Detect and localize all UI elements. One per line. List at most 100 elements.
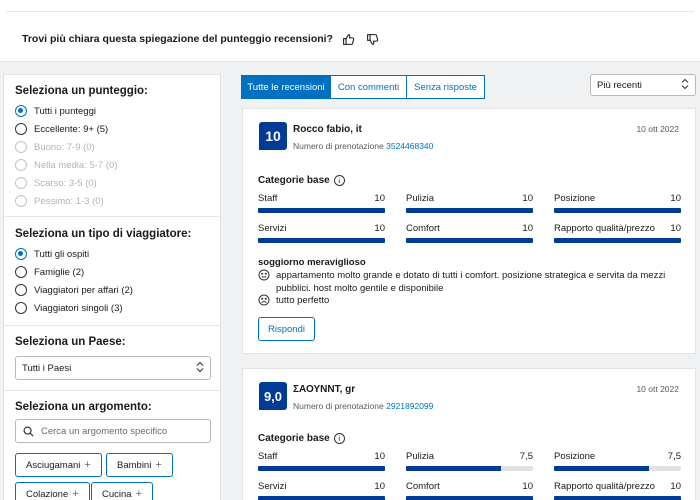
metric-value: 10 xyxy=(670,223,681,234)
country-select[interactable]: Tutti i Paesi xyxy=(15,356,211,380)
thumbs-up-icon[interactable] xyxy=(341,31,357,47)
radio-button[interactable] xyxy=(15,105,27,117)
metric-label: Rapporto qualità/prezzo xyxy=(554,223,655,234)
metric-bar-fill xyxy=(258,238,385,243)
country-filter: Seleziona un Paese: xyxy=(4,336,220,348)
search-icon xyxy=(23,426,34,437)
radio-button xyxy=(15,159,27,171)
metric-bar-fill xyxy=(258,466,385,471)
radio-button[interactable] xyxy=(15,123,27,135)
feedback-row: Trovi più chiara questa spiegazione del … xyxy=(22,31,381,47)
metric-value: 10 xyxy=(374,193,385,204)
metric-label: Comfort xyxy=(406,481,440,492)
metric-value: 10 xyxy=(374,223,385,234)
review-title: soggiorno meraviglioso xyxy=(258,257,366,268)
radio-button[interactable] xyxy=(15,266,27,278)
radio-option[interactable]: Viaggiatori per affari (2) xyxy=(4,281,220,299)
radio-button xyxy=(15,177,27,189)
radio-button xyxy=(15,141,27,153)
metric-bar-fill xyxy=(554,496,681,500)
metric-label: Rapporto qualità/prezzo xyxy=(554,481,655,492)
metric-label: Staff xyxy=(258,451,278,462)
topic-tag[interactable]: Bambini + xyxy=(106,453,173,477)
review-date: 10 ott 2022 xyxy=(636,124,679,134)
sort-select[interactable]: Più recenti xyxy=(590,74,696,96)
metric-bar xyxy=(554,208,681,213)
tab-without-replies[interactable]: Senza risposte xyxy=(406,75,485,99)
booking-number[interactable]: 3524468340 xyxy=(386,141,434,151)
tab-with-comments[interactable]: Con commenti xyxy=(330,75,407,99)
topic-tag-label: Cucina xyxy=(102,488,132,500)
radio-option[interactable]: Tutti i punteggi xyxy=(4,102,220,120)
topic-tag[interactable]: Asciugamani + xyxy=(15,453,102,477)
negative-comment-text: tutto perfetto xyxy=(276,295,330,306)
categories-title: Categorie base i xyxy=(258,433,345,444)
metric-bar xyxy=(258,466,385,471)
metric-bar-fill xyxy=(554,238,681,243)
radio-label: Tutti i punteggi xyxy=(34,105,96,117)
topic-tag-label: Bambini xyxy=(117,459,152,471)
radio-option: Buono: 7-9 (0) xyxy=(4,138,220,156)
metric-bar-fill xyxy=(406,496,533,500)
metric-value: 7,5 xyxy=(519,451,533,462)
score-badge: 10 xyxy=(259,122,287,150)
topic-search-placeholder: Cerca un argomento specifico xyxy=(41,425,168,437)
topic-tag[interactable]: Colazione + xyxy=(15,482,90,500)
chevron-updown-icon xyxy=(196,361,204,375)
categories-title-text: Categorie base xyxy=(258,175,330,186)
booking-label: Numero di prenotazione xyxy=(293,401,384,411)
positive-comment: appartamento molto grande e dotato di tu… xyxy=(258,269,688,295)
chevron-updown-icon xyxy=(681,78,689,92)
metric-value: 10 xyxy=(522,481,533,492)
info-icon[interactable]: i xyxy=(333,433,345,444)
smiley-face-icon xyxy=(258,269,271,295)
topic-search-input[interactable]: Cerca un argomento specifico xyxy=(15,419,211,443)
radio-option[interactable]: Eccellente: 9+ (5) xyxy=(4,120,220,138)
radio-button[interactable] xyxy=(15,284,27,296)
categories-title: Categorie base i xyxy=(258,175,345,186)
metric-value: 10 xyxy=(670,481,681,492)
radio-label: Famiglie (2) xyxy=(34,266,85,278)
metric-bar xyxy=(406,238,533,243)
traveler-options: Tutti gli ospiti Famiglie (2) Viaggiatori … xyxy=(4,245,220,317)
metric-label: Posizione xyxy=(554,451,596,462)
thumbs-down-icon[interactable] xyxy=(365,31,381,47)
plus-icon: + xyxy=(135,488,143,500)
info-icon[interactable]: i xyxy=(333,175,345,186)
metric-bar-fill xyxy=(554,208,681,213)
metric-bar xyxy=(554,466,681,471)
metric-bar-fill xyxy=(554,466,650,471)
radio-option[interactable]: Famiglie (2) xyxy=(4,263,220,281)
feedback-card: Trovi più chiara questa spiegazione del … xyxy=(0,0,700,62)
radio-button[interactable] xyxy=(15,248,27,260)
negative-comment: tutto perfetto xyxy=(258,294,688,310)
metric-label: Posizione xyxy=(554,193,596,204)
topic-filter: Seleziona un argomento: xyxy=(4,401,220,413)
review-card: 9,0 ΣΑΟΥΝΝΤ, gr Numero di prenotazione 2… xyxy=(242,368,696,500)
radio-label: Scarso: 3-5 (0) xyxy=(34,177,97,189)
tab-all-reviews[interactable]: Tutte le recensioni xyxy=(241,75,331,99)
metric-label: Pulizia xyxy=(406,451,434,462)
metric-value: 10 xyxy=(374,481,385,492)
metric-bar-fill xyxy=(406,208,533,213)
reply-button[interactable]: Rispondi xyxy=(258,317,315,341)
radio-option[interactable]: Viaggiatori singoli (3) xyxy=(4,299,220,317)
traveler-filter-title: Seleziona un tipo di viaggiatore: xyxy=(15,228,192,240)
metric-bar xyxy=(258,208,385,213)
filters-sidebar: Seleziona un punteggio: Tutti i punteggi… xyxy=(3,74,221,500)
radio-option[interactable]: Tutti gli ospiti xyxy=(4,245,220,263)
booking-number[interactable]: 2921892099 xyxy=(386,401,434,411)
topic-filter-title: Seleziona un argomento: xyxy=(15,401,152,413)
radio-option: Nella media: 5-7 (0) xyxy=(4,156,220,174)
metric-label: Staff xyxy=(258,193,278,204)
score-options: Tutti i punteggi Eccellente: 9+ (5) Buono:… xyxy=(4,102,220,210)
booking-label: Numero di prenotazione xyxy=(293,141,384,151)
metric-label: Pulizia xyxy=(406,193,434,204)
radio-label: Tutti gli ospiti xyxy=(34,248,90,260)
radio-button[interactable] xyxy=(15,302,27,314)
topic-tag[interactable]: Cucina + xyxy=(91,482,154,500)
radio-label: Eccellente: 9+ (5) xyxy=(34,123,109,135)
metric-bar xyxy=(258,238,385,243)
feedback-question: Trovi più chiara questa spiegazione del … xyxy=(22,33,333,45)
metric-bar-fill xyxy=(258,208,385,213)
